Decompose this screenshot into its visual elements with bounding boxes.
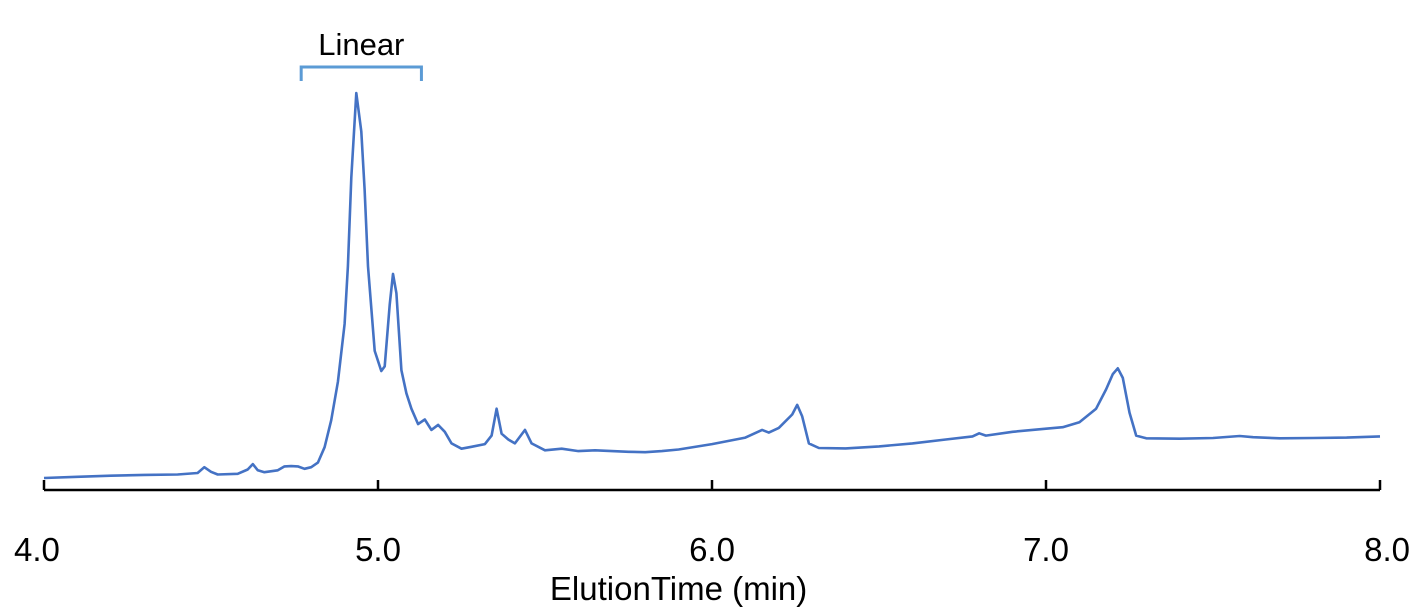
x-tick-label: 6.0 bbox=[689, 531, 735, 568]
linear-bracket bbox=[299, 65, 423, 81]
x-tick-label: 4.0 bbox=[14, 531, 60, 568]
x-axis-title: ElutionTime (min) bbox=[550, 570, 807, 607]
x-tick-label: 7.0 bbox=[1023, 531, 1069, 568]
x-axis-ticks: 4.0 5.0 6.0 7.0 8.0 bbox=[14, 480, 1410, 568]
x-tick-label: 8.0 bbox=[1364, 531, 1410, 568]
chromatogram-trace bbox=[43, 91, 1381, 480]
x-tick-label: 5.0 bbox=[355, 531, 401, 568]
annotation-group: Linear bbox=[299, 27, 423, 81]
linear-label: Linear bbox=[318, 27, 404, 62]
